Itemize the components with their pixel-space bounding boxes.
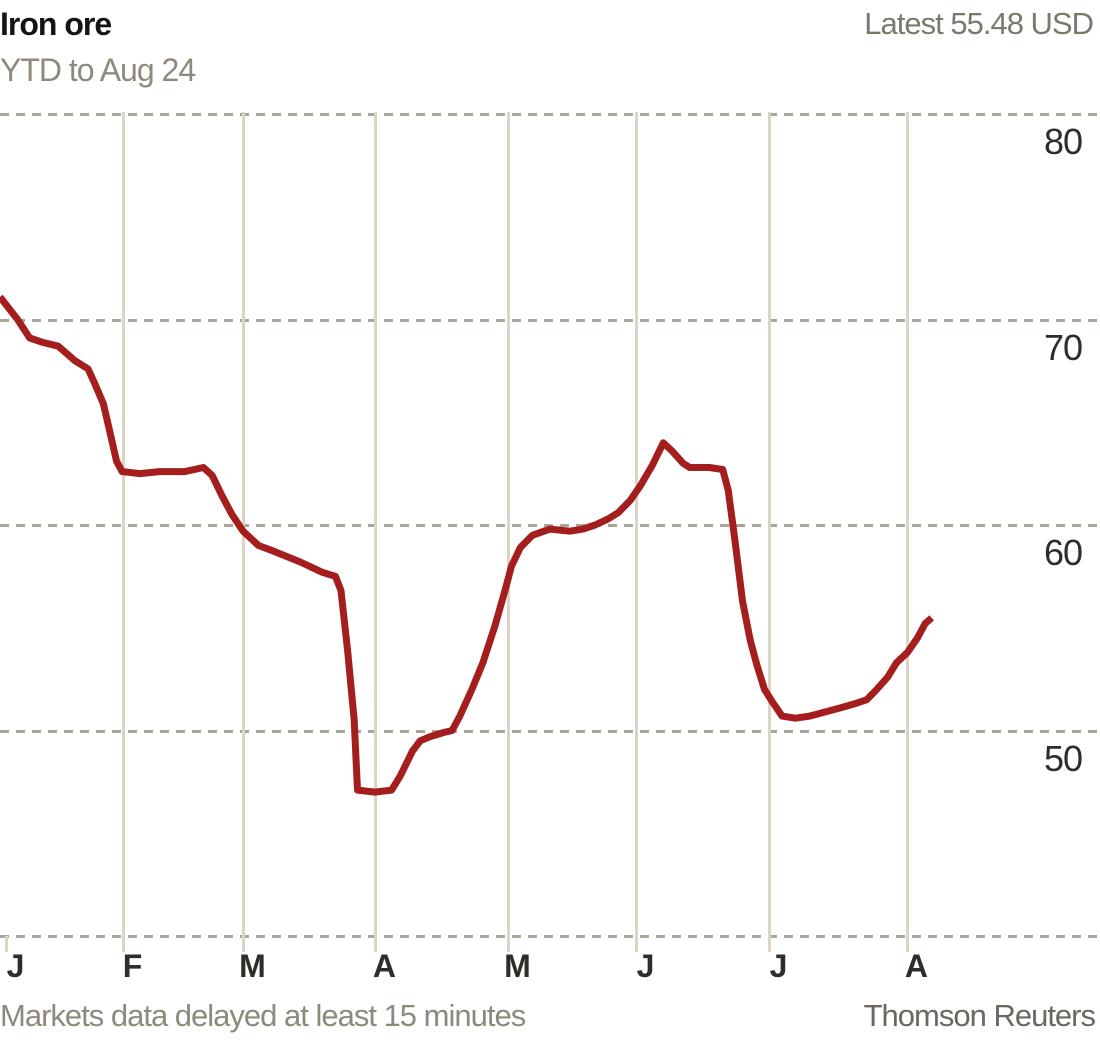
y-tick-label-50: 50 xyxy=(1043,737,1083,779)
x-gridline-A xyxy=(373,112,377,952)
x-gridline-J xyxy=(768,112,771,952)
footer-source: Thomson Reuters xyxy=(863,998,1096,1033)
y-gridline-40 xyxy=(0,935,1100,938)
x-gridline-J xyxy=(635,112,639,952)
x-tick-label-M: M xyxy=(239,948,266,984)
x-gridline-F xyxy=(121,112,125,952)
x-tick-label-A: A xyxy=(372,948,396,984)
y-tick-label-70: 70 xyxy=(1043,326,1083,368)
x-tick-label-J: J xyxy=(6,948,25,984)
y-tick-label-80: 80 xyxy=(1043,121,1083,162)
y-gridline-50 xyxy=(0,729,1100,733)
y-tick-label-60: 60 xyxy=(1043,532,1083,573)
footer-disclaimer: Markets data delayed at least 15 minutes xyxy=(0,998,526,1033)
x-gridline-J xyxy=(5,936,9,952)
x-gridline-M xyxy=(506,112,510,952)
x-tick-label-A: A xyxy=(904,948,928,984)
y-gridline-70 xyxy=(0,318,1100,322)
x-tick-label-M: M xyxy=(504,948,531,984)
price-line xyxy=(0,294,934,796)
y-gridline-60 xyxy=(0,524,1100,527)
chart-title: Iron ore xyxy=(0,6,112,42)
y-gridline-80 xyxy=(0,113,1100,116)
latest-price-label: Latest 55.48 USD xyxy=(864,6,1094,41)
x-gridline-A xyxy=(905,112,909,952)
chart-subtitle: YTD to Aug 24 xyxy=(0,52,196,88)
x-tick-label-J: J xyxy=(636,948,655,984)
x-tick-label-F: F xyxy=(122,948,143,984)
x-tick-label-J: J xyxy=(769,948,788,984)
